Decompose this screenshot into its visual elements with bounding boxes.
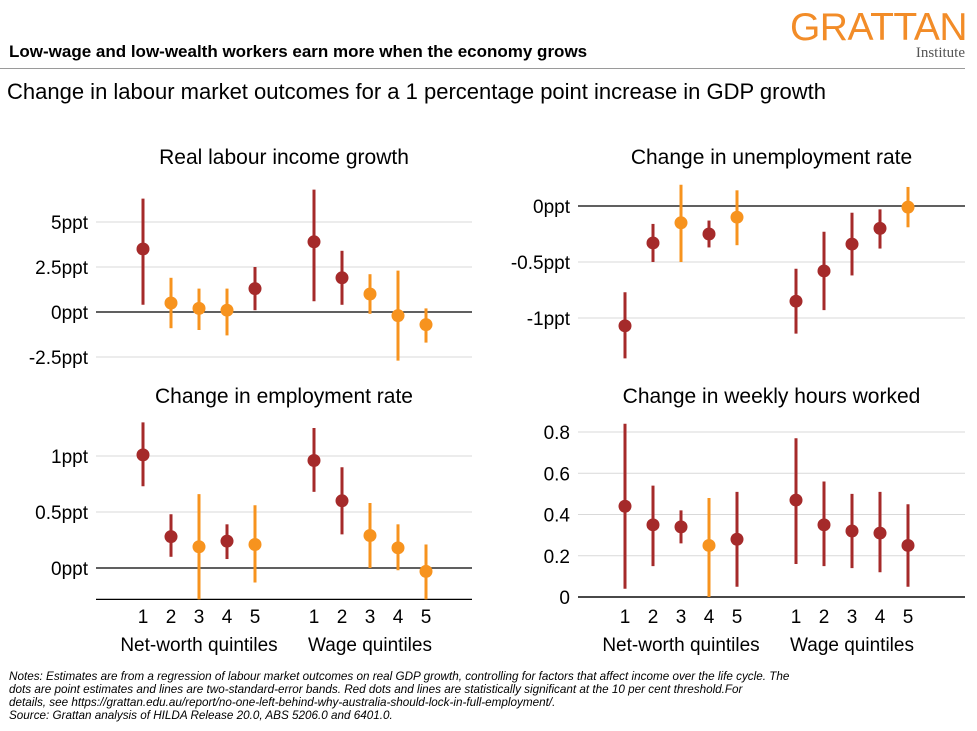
chart-title: Change in weekly hours worked	[623, 385, 921, 408]
data-point	[164, 296, 178, 310]
data-point	[901, 538, 915, 552]
data-point	[873, 221, 887, 235]
x-tick-label: 2	[819, 607, 830, 628]
x-tick-label: 4	[704, 607, 715, 628]
page-title: Low-wage and low-wealth workers earn mor…	[9, 42, 588, 61]
data-point	[391, 541, 405, 555]
x-tick-label: 2	[337, 607, 348, 628]
x-tick-label: 5	[732, 607, 743, 628]
data-point	[702, 227, 716, 241]
data-point	[817, 264, 831, 278]
x-tick-label: 3	[194, 607, 205, 628]
x-tick-label: 1	[309, 607, 320, 628]
data-point	[618, 319, 632, 333]
y-tick-label: 2.5ppt	[35, 258, 89, 279]
y-tick-label: 0.8	[544, 423, 570, 444]
y-tick-label: 0	[559, 588, 570, 609]
notes-line: Notes: Estimates are from a regression o…	[9, 670, 790, 683]
y-tick-label: 5ppt	[51, 213, 89, 234]
data-point	[307, 235, 321, 249]
data-point	[335, 494, 349, 508]
x-tick-label: 3	[365, 607, 376, 628]
data-point	[674, 520, 688, 534]
x-tick-label: 1	[620, 607, 631, 628]
y-tick-label: 0ppt	[51, 303, 89, 324]
y-tick-label: 0.2	[544, 547, 570, 568]
y-tick-label: 0ppt	[51, 559, 89, 580]
y-tick-label: -2.5ppt	[29, 348, 89, 369]
x-tick-label: 3	[847, 607, 858, 628]
data-point	[335, 271, 349, 285]
x-tick-label: 1	[138, 607, 149, 628]
data-point	[618, 499, 632, 513]
x-tick-label: 5	[421, 607, 432, 628]
x-tick-label: 5	[903, 607, 914, 628]
data-point	[220, 534, 234, 548]
data-point	[845, 524, 859, 538]
data-point	[363, 287, 377, 301]
data-point	[730, 210, 744, 224]
x-tick-label: 2	[648, 607, 659, 628]
x-tick-label: 1	[791, 607, 802, 628]
x-tick-label: 2	[166, 607, 177, 628]
y-tick-label: 1ppt	[51, 447, 89, 468]
data-point	[307, 453, 321, 467]
data-point	[248, 537, 262, 551]
data-point	[646, 518, 660, 532]
x-tick-label: 4	[393, 607, 404, 628]
data-point	[248, 282, 262, 296]
chart-notes: Notes: Estimates are from a regression o…	[9, 670, 969, 722]
y-tick-label: 0.4	[544, 506, 571, 527]
data-point	[419, 564, 433, 578]
logo-wordmark: GRATTAN	[789, 6, 968, 49]
data-point	[789, 493, 803, 507]
data-point	[164, 530, 178, 544]
group-label-net-worth: Net-worth quintiles	[602, 635, 759, 656]
group-label-wage: Wage quintiles	[308, 635, 432, 656]
group-label-net-worth: Net-worth quintiles	[120, 635, 277, 656]
data-point	[702, 538, 716, 552]
data-point	[136, 242, 150, 256]
data-point	[192, 301, 206, 315]
data-point	[901, 200, 915, 214]
charts-canvas: Real labour income growth 5ppt 2.5ppt 0ppt -…	[29, 146, 965, 656]
data-point	[730, 532, 744, 546]
notes-line: details, see https://grattan.edu.au/repo…	[9, 696, 556, 709]
data-point	[419, 318, 433, 332]
y-tick-label: 0ppt	[533, 197, 571, 218]
data-point	[220, 303, 234, 317]
y-tick-label: 0.5ppt	[35, 503, 89, 524]
chart-title: Change in unemployment rate	[631, 146, 912, 169]
y-tick-label: -1ppt	[527, 309, 571, 330]
data-point	[789, 294, 803, 308]
chart-title: Change in employment rate	[155, 385, 413, 408]
data-point	[363, 529, 377, 543]
title-divider	[0, 68, 965, 69]
data-point	[646, 236, 660, 250]
data-point	[136, 448, 150, 462]
x-tick-label: 3	[676, 607, 687, 628]
notes-line: dots are point estimates and lines are t…	[9, 683, 743, 696]
chart-title: Real labour income growth	[159, 146, 409, 169]
y-tick-label: 0.6	[544, 464, 570, 485]
x-tick-label: 5	[250, 607, 261, 628]
logo-subtitle: Institute	[915, 45, 965, 61]
page-subtitle: Change in labour market outcomes for a 1…	[7, 79, 826, 104]
y-tick-label: -0.5ppt	[511, 253, 571, 274]
data-point	[391, 309, 405, 323]
data-point	[873, 526, 887, 540]
data-point	[192, 540, 206, 554]
group-label-wage: Wage quintiles	[790, 635, 914, 656]
grattan-logo: GRATTAN Institute	[790, 6, 968, 64]
x-tick-label: 4	[222, 607, 233, 628]
notes-source: Source: Grattan analysis of HILDA Releas…	[9, 709, 393, 722]
data-point	[674, 216, 688, 230]
data-point	[845, 237, 859, 251]
x-tick-label: 4	[875, 607, 886, 628]
data-point	[817, 518, 831, 532]
